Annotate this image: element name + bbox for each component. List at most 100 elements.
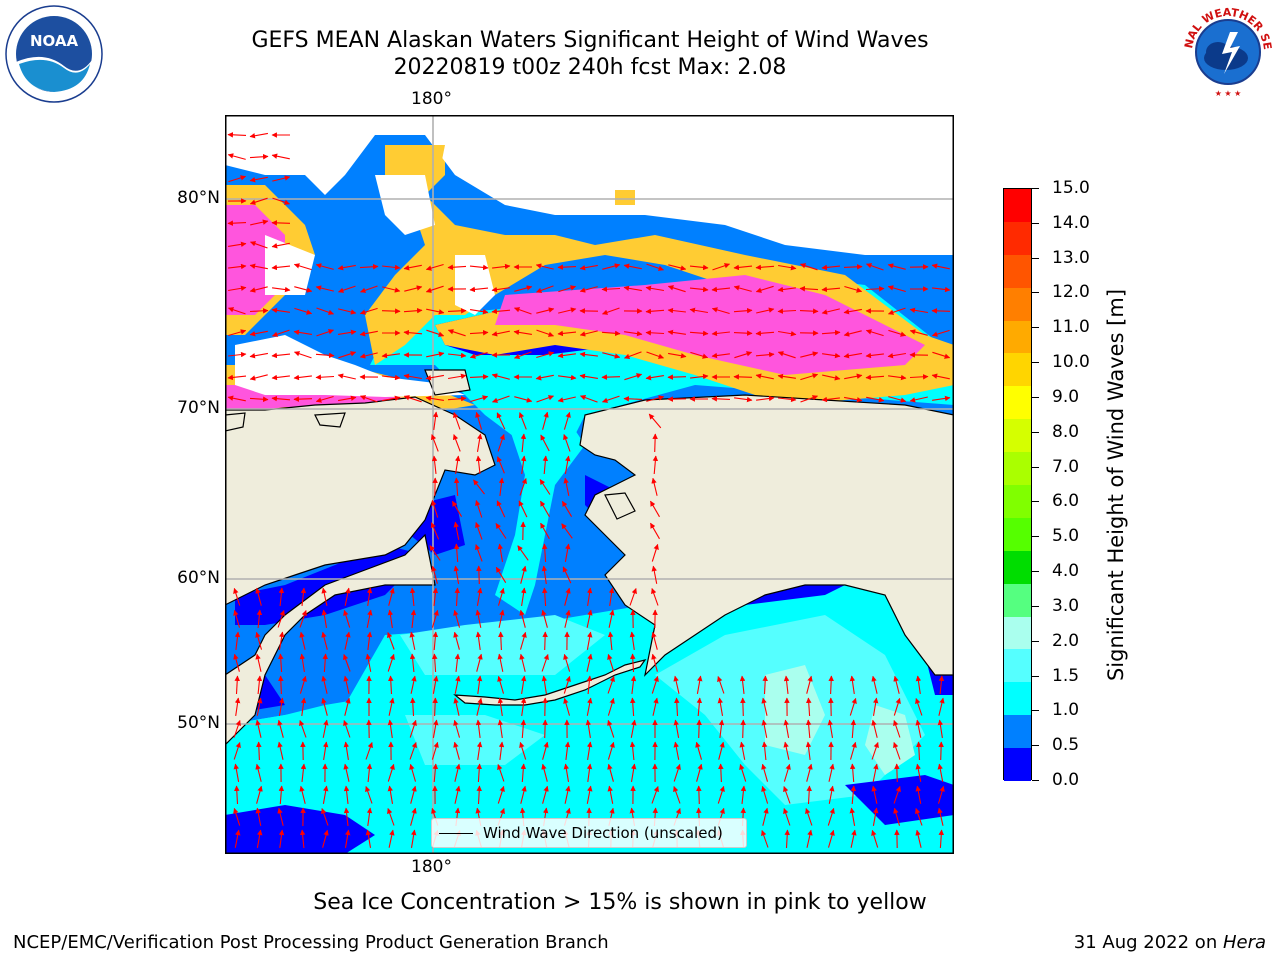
wind-wave-arrow [410,785,417,804]
wind-wave-arrow [234,785,240,805]
wind-wave-arrow [872,763,879,782]
wind-wave-arrow [805,697,812,717]
wind-wave-arrow [519,631,527,650]
wind-wave-arrow [430,434,439,452]
wind-wave-arrow [520,785,527,804]
colorbar-tick [1032,536,1039,538]
wind-wave-arrow [469,351,488,359]
wind-wave-arrow [909,307,928,314]
wind-wave-arrow [777,286,796,293]
wind-wave-arrow [717,675,725,694]
wind-wave-arrow [844,285,863,293]
wind-wave-arrow [562,566,572,584]
wind-wave-arrow [233,719,241,738]
wind-wave-arrow [689,264,709,271]
wind-wave-arrow [630,653,636,673]
wind-wave-arrow [453,741,460,760]
wind-wave-arrow [453,543,460,563]
wind-wave-arrow [536,329,555,337]
wind-wave-arrow [426,351,445,358]
wind-wave-arrow [579,351,598,358]
wind-wave-arrow [234,675,240,695]
wind-wave-arrow [541,587,548,607]
wind-wave-arrow [541,675,548,694]
colorbar-tick [1032,501,1039,503]
wind-wave-arrow [299,785,306,804]
wind-wave-arrow [518,412,527,430]
wind-wave-arrow [651,587,659,606]
wind-wave-arrow [563,653,571,672]
wind-wave-arrow [668,352,687,359]
wind-wave-arrow [937,763,944,782]
wind-wave-arrow [541,609,548,628]
wind-wave-arrow [256,785,263,804]
wind-wave-arrow [557,396,576,403]
wind-wave-arrow [228,175,247,183]
wind-wave-arrow [806,785,812,805]
wind-wave-arrow [931,263,950,270]
wind-wave-arrow [761,719,768,738]
wind-wave-arrow [558,285,577,293]
wind-wave-arrow [652,455,659,475]
wind-wave-arrow [453,477,460,497]
wind-wave-arrow [432,631,439,651]
wind-wave-arrow [740,719,746,739]
wind-wave-arrow [542,631,548,651]
wind-wave-arrow [255,807,262,826]
wind-wave-arrow [425,285,444,293]
wind-wave-arrow [718,719,725,738]
chart-title: GEFS MEAN Alaskan Waters Significant Hei… [251,28,929,53]
wind-wave-arrow [403,373,422,380]
wind-wave-arrow [561,523,573,539]
wind-wave-arrow [476,675,483,694]
wind-wave-arrow [711,396,731,402]
wind-wave-arrow [255,653,262,672]
wind-wave-arrow [517,545,529,561]
wind-wave-arrow [607,719,615,738]
wind-wave-arrow [601,374,621,380]
colorbar-tick [1032,396,1039,398]
wind-wave-arrow [338,329,357,336]
wind-wave-arrow [497,653,504,672]
wind-wave-arrow [388,697,395,716]
wind-wave-arrow [249,352,268,359]
wind-wave-arrow [932,351,951,359]
wind-wave-arrow [315,352,335,359]
wind-wave-arrow [300,697,307,716]
wind-wave-arrow [271,329,290,337]
wind-wave-arrow [541,653,549,672]
wind-wave-arrow [315,374,335,380]
wind-wave-arrow [651,565,658,584]
wind-wave-arrow [623,285,642,292]
wind-wave-arrow [850,785,857,805]
wind-wave-arrow [278,631,285,650]
wind-wave-arrow [777,308,797,314]
wind-wave-arrow [733,330,753,336]
wind-wave-arrow [849,697,857,716]
wind-wave-arrow [249,396,269,403]
wind-wave-arrow [579,330,598,337]
wind-wave-arrow [761,785,769,804]
wind-wave-arrow [497,675,505,694]
wind-wave-arrow [432,587,439,606]
wind-wave-arrow [409,587,416,607]
wind-wave-arrow [497,433,505,452]
wind-wave-arrow [690,351,709,359]
wind-wave-arrow [277,719,284,738]
wind-wave-arrow [850,719,857,739]
wind-wave-arrow [733,374,753,380]
wind-wave-arrow [249,197,268,205]
wind-wave-arrow [761,763,769,782]
wind-wave-arrow [849,807,856,826]
wind-wave-arrow [431,499,439,518]
wind-wave-arrow [557,352,576,359]
wind-wave-arrow [762,675,768,695]
wind-wave-arrow [256,609,263,629]
wind-wave-arrow [387,631,395,650]
colorbar-tick [1032,571,1039,573]
colorbar-tick [1032,640,1039,642]
wind-wave-arrow [322,719,329,738]
wind-wave-arrow [233,763,240,782]
wind-wave-arrow [624,330,643,337]
wind-wave-arrow [255,763,262,782]
